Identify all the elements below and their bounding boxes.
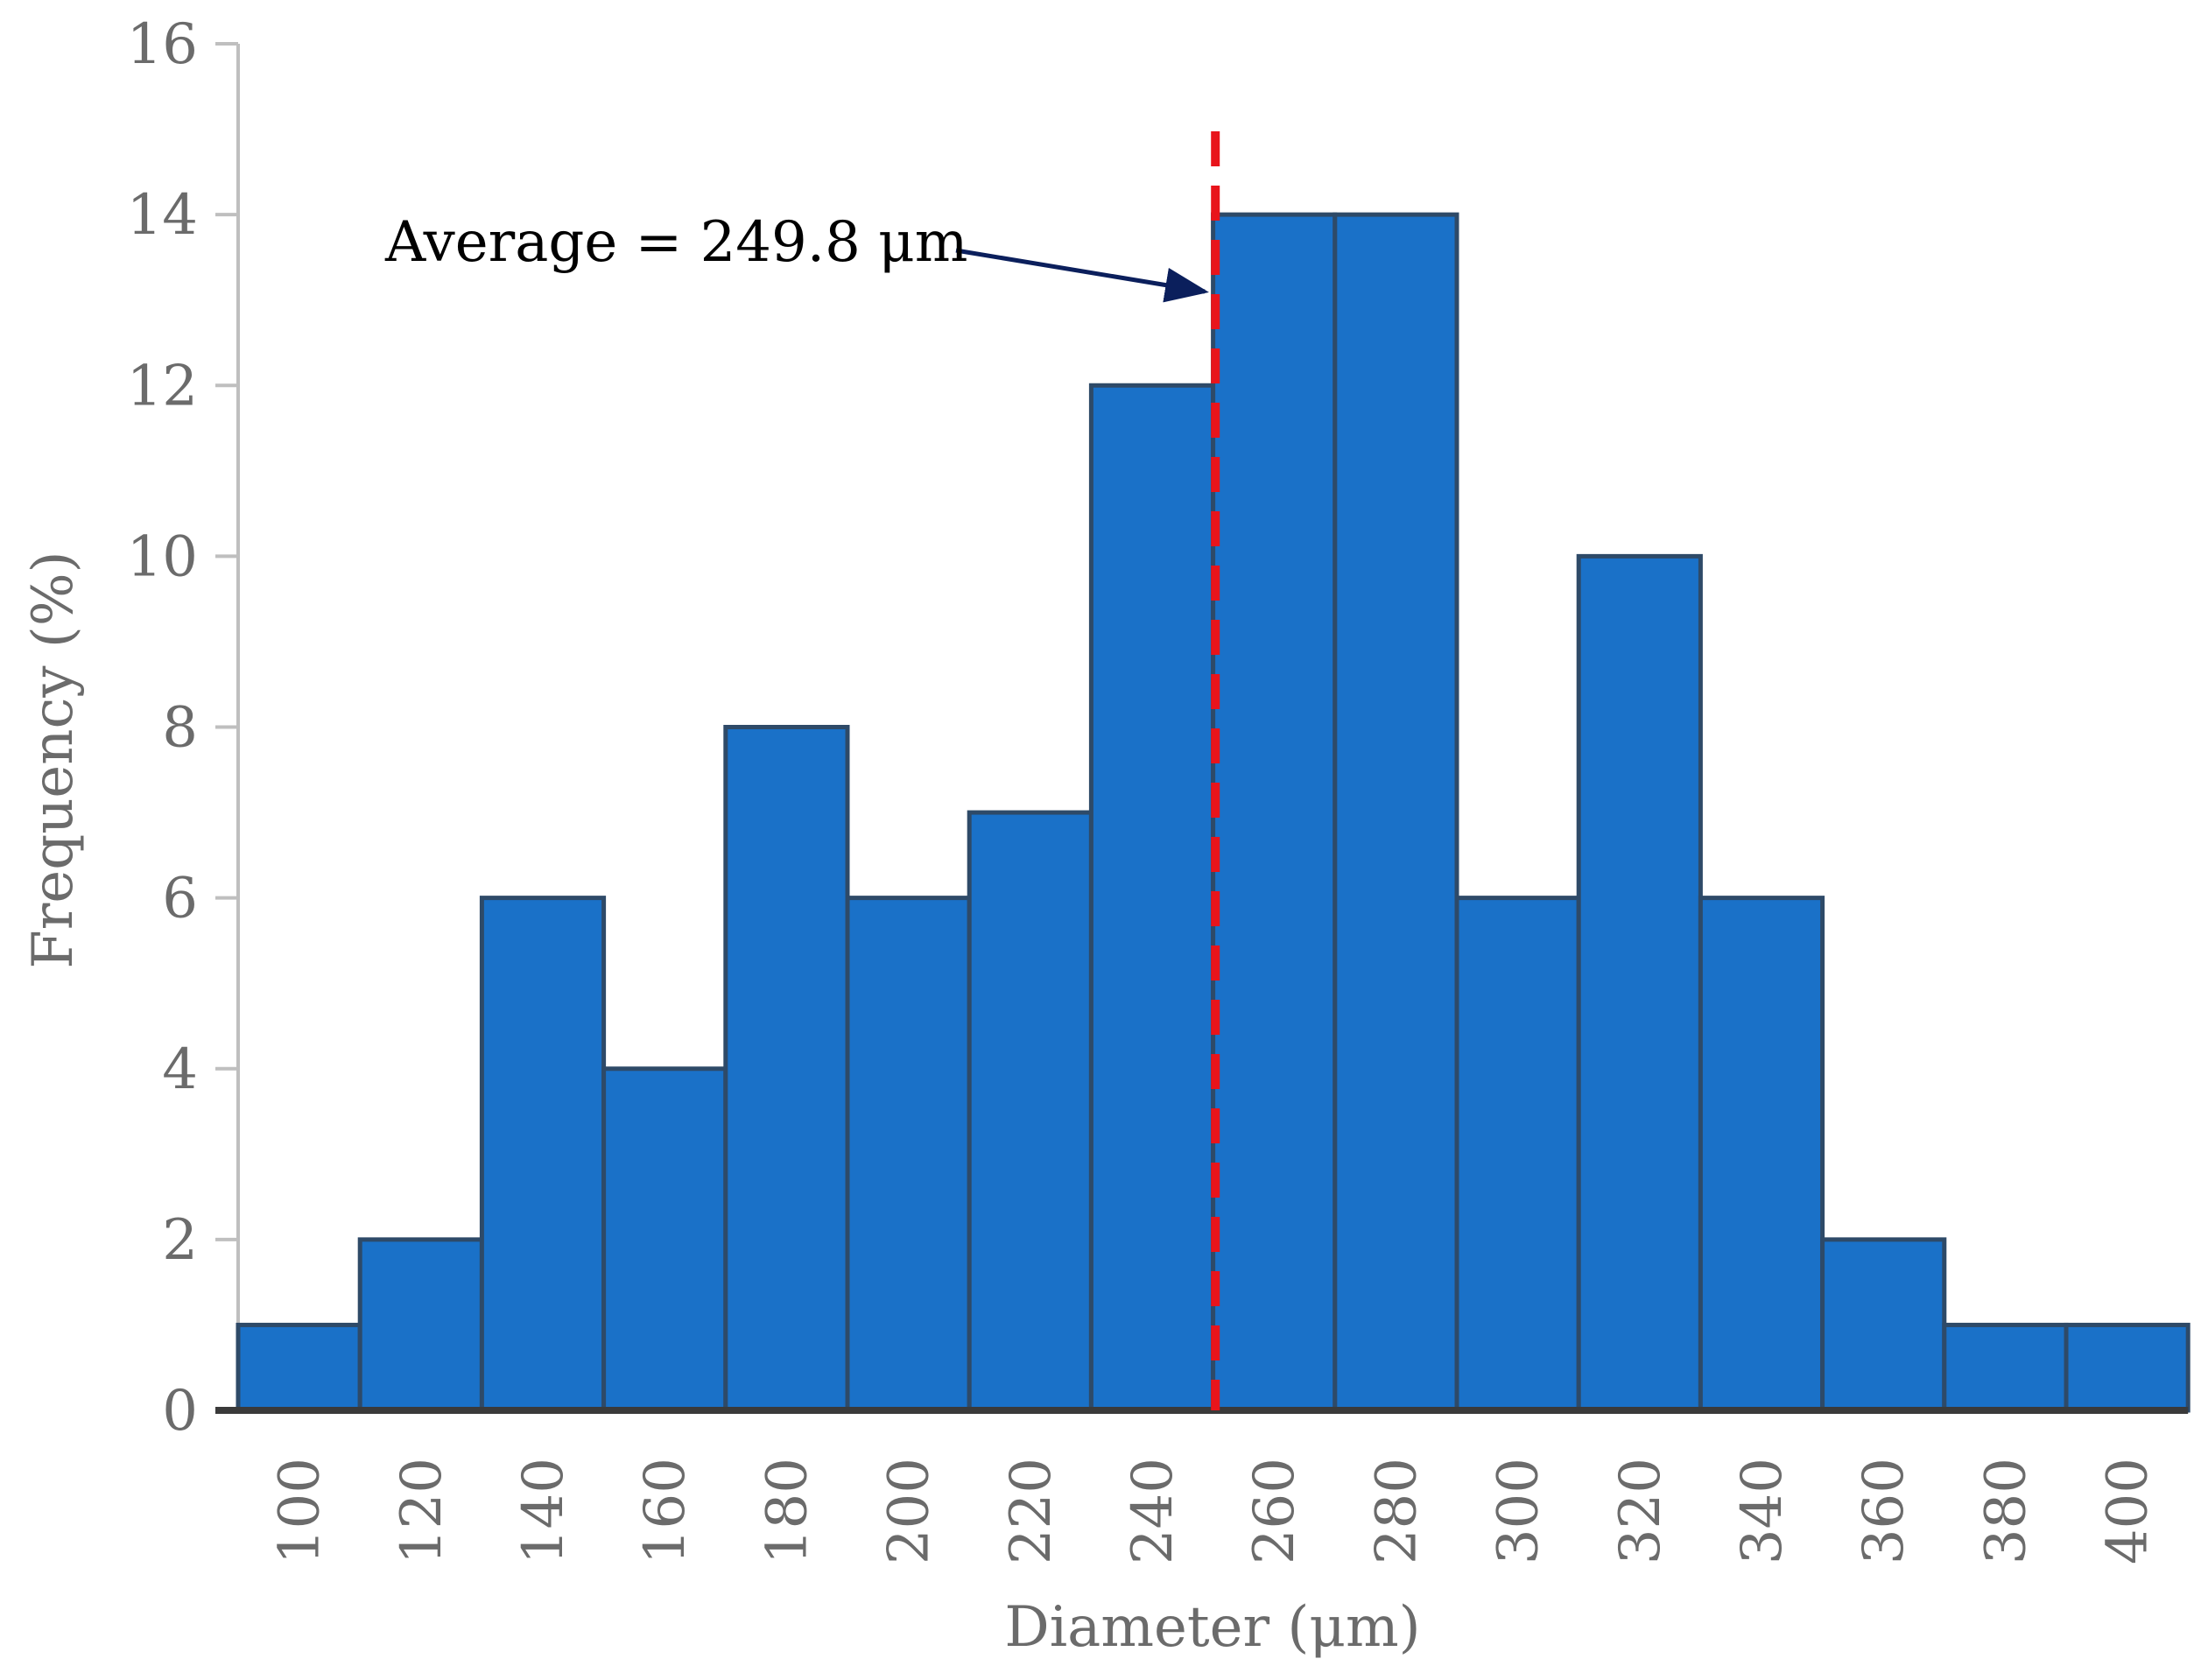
x-tick-label: 320 [1608,1458,1673,1564]
histogram-bar-180 [723,725,850,1413]
x-tick-label: 200 [877,1458,942,1564]
histogram-bar-260 [1211,212,1338,1413]
histogram-bar-340 [1698,896,1825,1413]
x-tick-label: 180 [755,1458,819,1564]
x-tick-label: 300 [1487,1458,1551,1564]
x-tick-label: 140 [511,1458,576,1564]
histogram-bar-160 [601,1066,728,1413]
histogram-bar-200 [845,896,972,1413]
histogram-bar-220 [967,810,1093,1413]
x-tick-label: 360 [1852,1458,1916,1564]
histogram-bar-280 [1333,212,1459,1413]
y-tick-label: 12 [127,354,198,418]
average-marker [955,131,1220,1410]
y-axis: 0 2 4 6 8 10 12 14 16 [127,12,240,1444]
histogram-bar-320 [1576,553,1703,1413]
x-tick-label: 400 [2096,1458,2161,1564]
x-tick-label: 220 [999,1458,1064,1564]
y-tick-label: 6 [162,867,198,931]
histogram-bar-360 [1820,1237,1947,1413]
average-annotation-label: Average = 249.8 μm [384,210,967,275]
average-arrow [955,248,1209,303]
x-axis: 100 120 140 160 180 200 220 240 260 280 300 320 340 3… [215,1407,2189,1564]
histogram-bar-380 [1942,1322,2069,1413]
x-tick-label: 280 [1364,1458,1429,1564]
histogram-bar-120 [357,1237,484,1413]
histogram-bar-300 [1454,896,1581,1413]
x-tick-label: 380 [1973,1458,2038,1564]
x-tick-label: 160 [633,1458,698,1564]
y-tick-label: 8 [162,696,198,761]
histogram-bar-400 [2064,1322,2190,1413]
y-tick-label: 14 [127,183,198,248]
histogram-bar-140 [479,896,607,1413]
histogram-bar-100 [236,1322,362,1413]
y-axis-title: Frequency (%) [21,551,86,968]
y-tick-label: 2 [162,1208,198,1273]
x-axis-title: Diameter (μm) [1004,1595,1420,1660]
y-tick-label: 16 [127,12,198,77]
x-tick-label: 260 [1242,1458,1307,1564]
y-tick-label: 0 [162,1379,198,1444]
histogram-bar-240 [1088,383,1216,1413]
y-tick-label: 10 [127,524,198,589]
x-tick-label: 340 [1730,1458,1795,1564]
x-tick-label: 100 [268,1458,333,1564]
y-tick-label: 4 [162,1037,198,1102]
x-tick-label: 240 [1121,1458,1185,1564]
x-tick-label: 120 [390,1458,454,1564]
